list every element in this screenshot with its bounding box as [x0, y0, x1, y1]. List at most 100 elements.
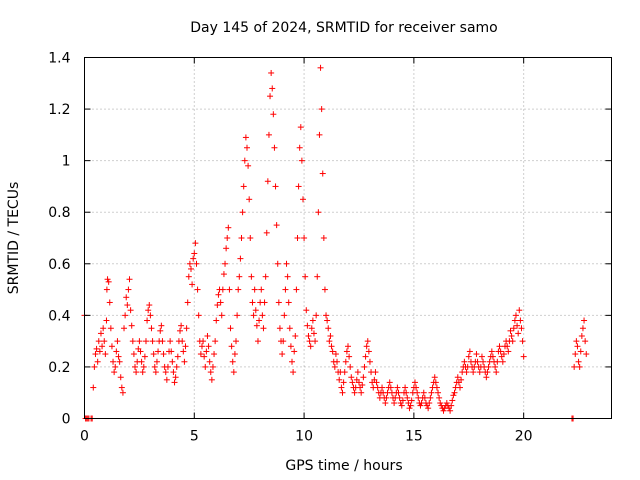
data-point: [428, 389, 435, 396]
data-point: [492, 363, 499, 370]
data-point: [146, 302, 153, 309]
data-point: [197, 351, 204, 358]
data-point: [167, 338, 174, 345]
data-point: [436, 394, 443, 401]
data-point: [296, 144, 303, 151]
data-point: [351, 389, 358, 396]
data-point: [413, 384, 420, 391]
data-point: [270, 111, 277, 118]
y-tick-label: 1.2: [48, 102, 70, 118]
data-point: [139, 369, 146, 376]
data-point: [407, 402, 414, 409]
data-point: [515, 330, 522, 337]
data-point: [373, 379, 380, 386]
data-point: [454, 374, 461, 381]
data-point: [404, 394, 411, 401]
data-point: [578, 332, 585, 339]
data-point: [448, 402, 455, 409]
data-point: [247, 235, 254, 241]
data-point: [326, 338, 333, 345]
data-point: [219, 286, 226, 293]
data-point: [361, 363, 368, 370]
data-point: [228, 343, 235, 350]
data-point: [222, 260, 229, 267]
data-point: [576, 363, 583, 370]
data-point: [259, 312, 266, 319]
data-point: [319, 170, 326, 177]
data-point: [520, 353, 527, 360]
data-point: [250, 312, 257, 319]
data-point: [249, 299, 256, 306]
data-point: [425, 405, 432, 412]
data-point: [204, 332, 211, 339]
data-point: [225, 224, 232, 231]
data-point: [348, 374, 355, 381]
data-point: [387, 384, 394, 391]
data-point: [163, 376, 170, 383]
data-point: [514, 322, 521, 329]
data-point: [192, 240, 199, 247]
data-point: [112, 363, 119, 370]
x-tick-label: 5: [190, 429, 199, 445]
data-point: [235, 286, 242, 293]
data-point: [294, 235, 301, 241]
grid: [84, 57, 612, 419]
data-point: [488, 348, 495, 355]
data-point: [130, 351, 137, 358]
data-point: [573, 338, 580, 345]
data-point: [321, 286, 328, 293]
data-point: [463, 369, 470, 376]
data-point: [307, 343, 314, 350]
data-point: [262, 273, 269, 280]
data-point: [184, 299, 191, 306]
data-point: [355, 379, 362, 386]
data-point: [312, 338, 319, 345]
data-point: [320, 235, 327, 241]
data-point: [240, 183, 247, 190]
data-point: [365, 348, 372, 355]
data-point: [136, 338, 143, 345]
data-point: [90, 384, 97, 391]
data-point: [281, 312, 288, 319]
data-point: [298, 157, 305, 164]
data-point: [121, 325, 128, 332]
data-point: [169, 358, 176, 365]
data-point: [96, 348, 103, 355]
data-point: [484, 369, 491, 376]
data-point: [140, 363, 147, 370]
data-point: [303, 307, 310, 314]
data-point: [198, 343, 205, 350]
data-point: [218, 312, 225, 319]
data-point: [497, 348, 504, 355]
data-point: [194, 286, 201, 293]
y-tick-label: 0.2: [48, 360, 70, 376]
data-point: [571, 363, 578, 370]
data-point: [103, 317, 110, 324]
data-point: [110, 358, 117, 365]
data-point: [440, 407, 447, 414]
data-point: [183, 325, 190, 332]
data-point: [297, 124, 304, 131]
data-point: [179, 338, 186, 345]
x-tick-label: 15: [405, 429, 423, 445]
data-point: [153, 358, 160, 365]
data-point: [172, 374, 179, 381]
data-point: [507, 327, 514, 334]
data-point: [411, 379, 418, 386]
data-point: [394, 384, 401, 391]
data-point: [345, 343, 351, 350]
data-point: [220, 271, 227, 278]
data-point: [104, 276, 111, 283]
data-point: [395, 389, 402, 396]
data-point: [292, 332, 299, 339]
data-point: [336, 376, 343, 383]
data-point: [246, 196, 253, 203]
data-point: [293, 286, 300, 293]
data-point: [435, 389, 442, 396]
x-tick-label: 20: [515, 429, 533, 445]
data-point: [483, 374, 490, 381]
data-point: [314, 273, 321, 280]
data-point: [289, 358, 296, 365]
data-point: [402, 384, 409, 391]
